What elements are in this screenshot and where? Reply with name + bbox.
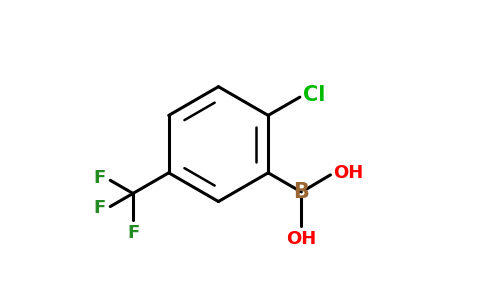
Text: OH: OH xyxy=(333,164,363,182)
Text: Cl: Cl xyxy=(303,85,325,105)
Text: F: F xyxy=(93,169,106,187)
Text: F: F xyxy=(127,224,139,242)
Text: OH: OH xyxy=(286,230,317,247)
Text: F: F xyxy=(93,199,106,217)
Text: B: B xyxy=(293,182,309,202)
